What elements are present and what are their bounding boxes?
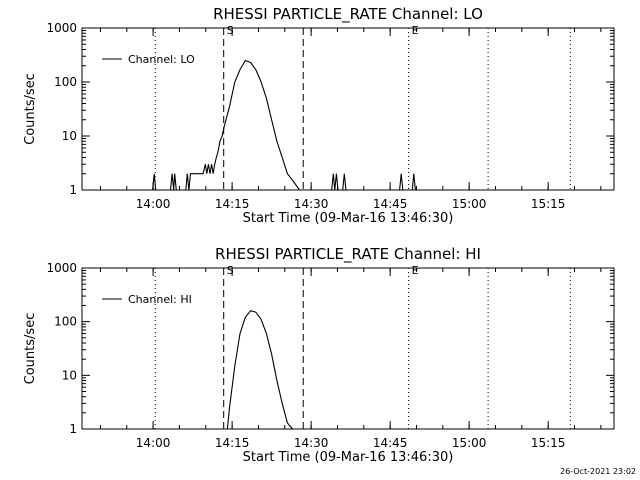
y-tick-label: 10 [62,129,77,143]
time-marker-label: S [227,24,234,37]
y-tick-label: 1 [69,183,77,197]
legend-label: Channel: HI [128,293,192,306]
y-tick-label: 1000 [46,21,77,35]
y-tick-label: 1 [69,422,77,436]
y-axis-label: Counts/sec [23,313,38,385]
footer-timestamp: 26-Oct-2021 23:02 [560,467,636,476]
y-tick-label: 1000 [46,261,77,275]
x-axis-label: Start Time (09-Mar-16 13:46:30) [243,450,454,465]
series-line [226,310,294,430]
series-line [82,59,614,191]
y-tick-label: 10 [62,368,77,382]
x-tick-label: 14:30 [294,436,329,450]
time-marker-label: E [412,24,419,37]
plot-frame [81,267,615,430]
time-marker-label: S [227,264,234,277]
x-tick-label: 14:00 [136,197,171,211]
x-tick-label: 14:15 [215,436,250,450]
x-tick-label: 15:00 [452,436,487,450]
x-tick-label: 14:45 [373,197,408,211]
x-tick-label: 15:00 [452,197,487,211]
x-axis-label: Start Time (09-Mar-16 13:46:30) [243,211,454,226]
y-tick-label: 100 [54,315,77,329]
x-tick-label: 15:15 [531,436,566,450]
time-marker-label: E [412,264,419,277]
chart-title: RHESSI PARTICLE_RATE Channel: LO [213,5,483,24]
x-tick-label: 14:00 [136,436,171,450]
x-tick-label: 14:15 [215,197,250,211]
x-tick-label: 14:45 [373,436,408,450]
chart-title: RHESSI PARTICLE_RATE Channel: HI [215,245,481,264]
x-tick-label: 15:15 [531,197,566,211]
x-tick-label: 14:30 [294,197,329,211]
y-axis-label: Counts/sec [23,73,38,145]
legend-label: Channel: LO [128,53,195,66]
y-tick-label: 100 [54,75,77,89]
